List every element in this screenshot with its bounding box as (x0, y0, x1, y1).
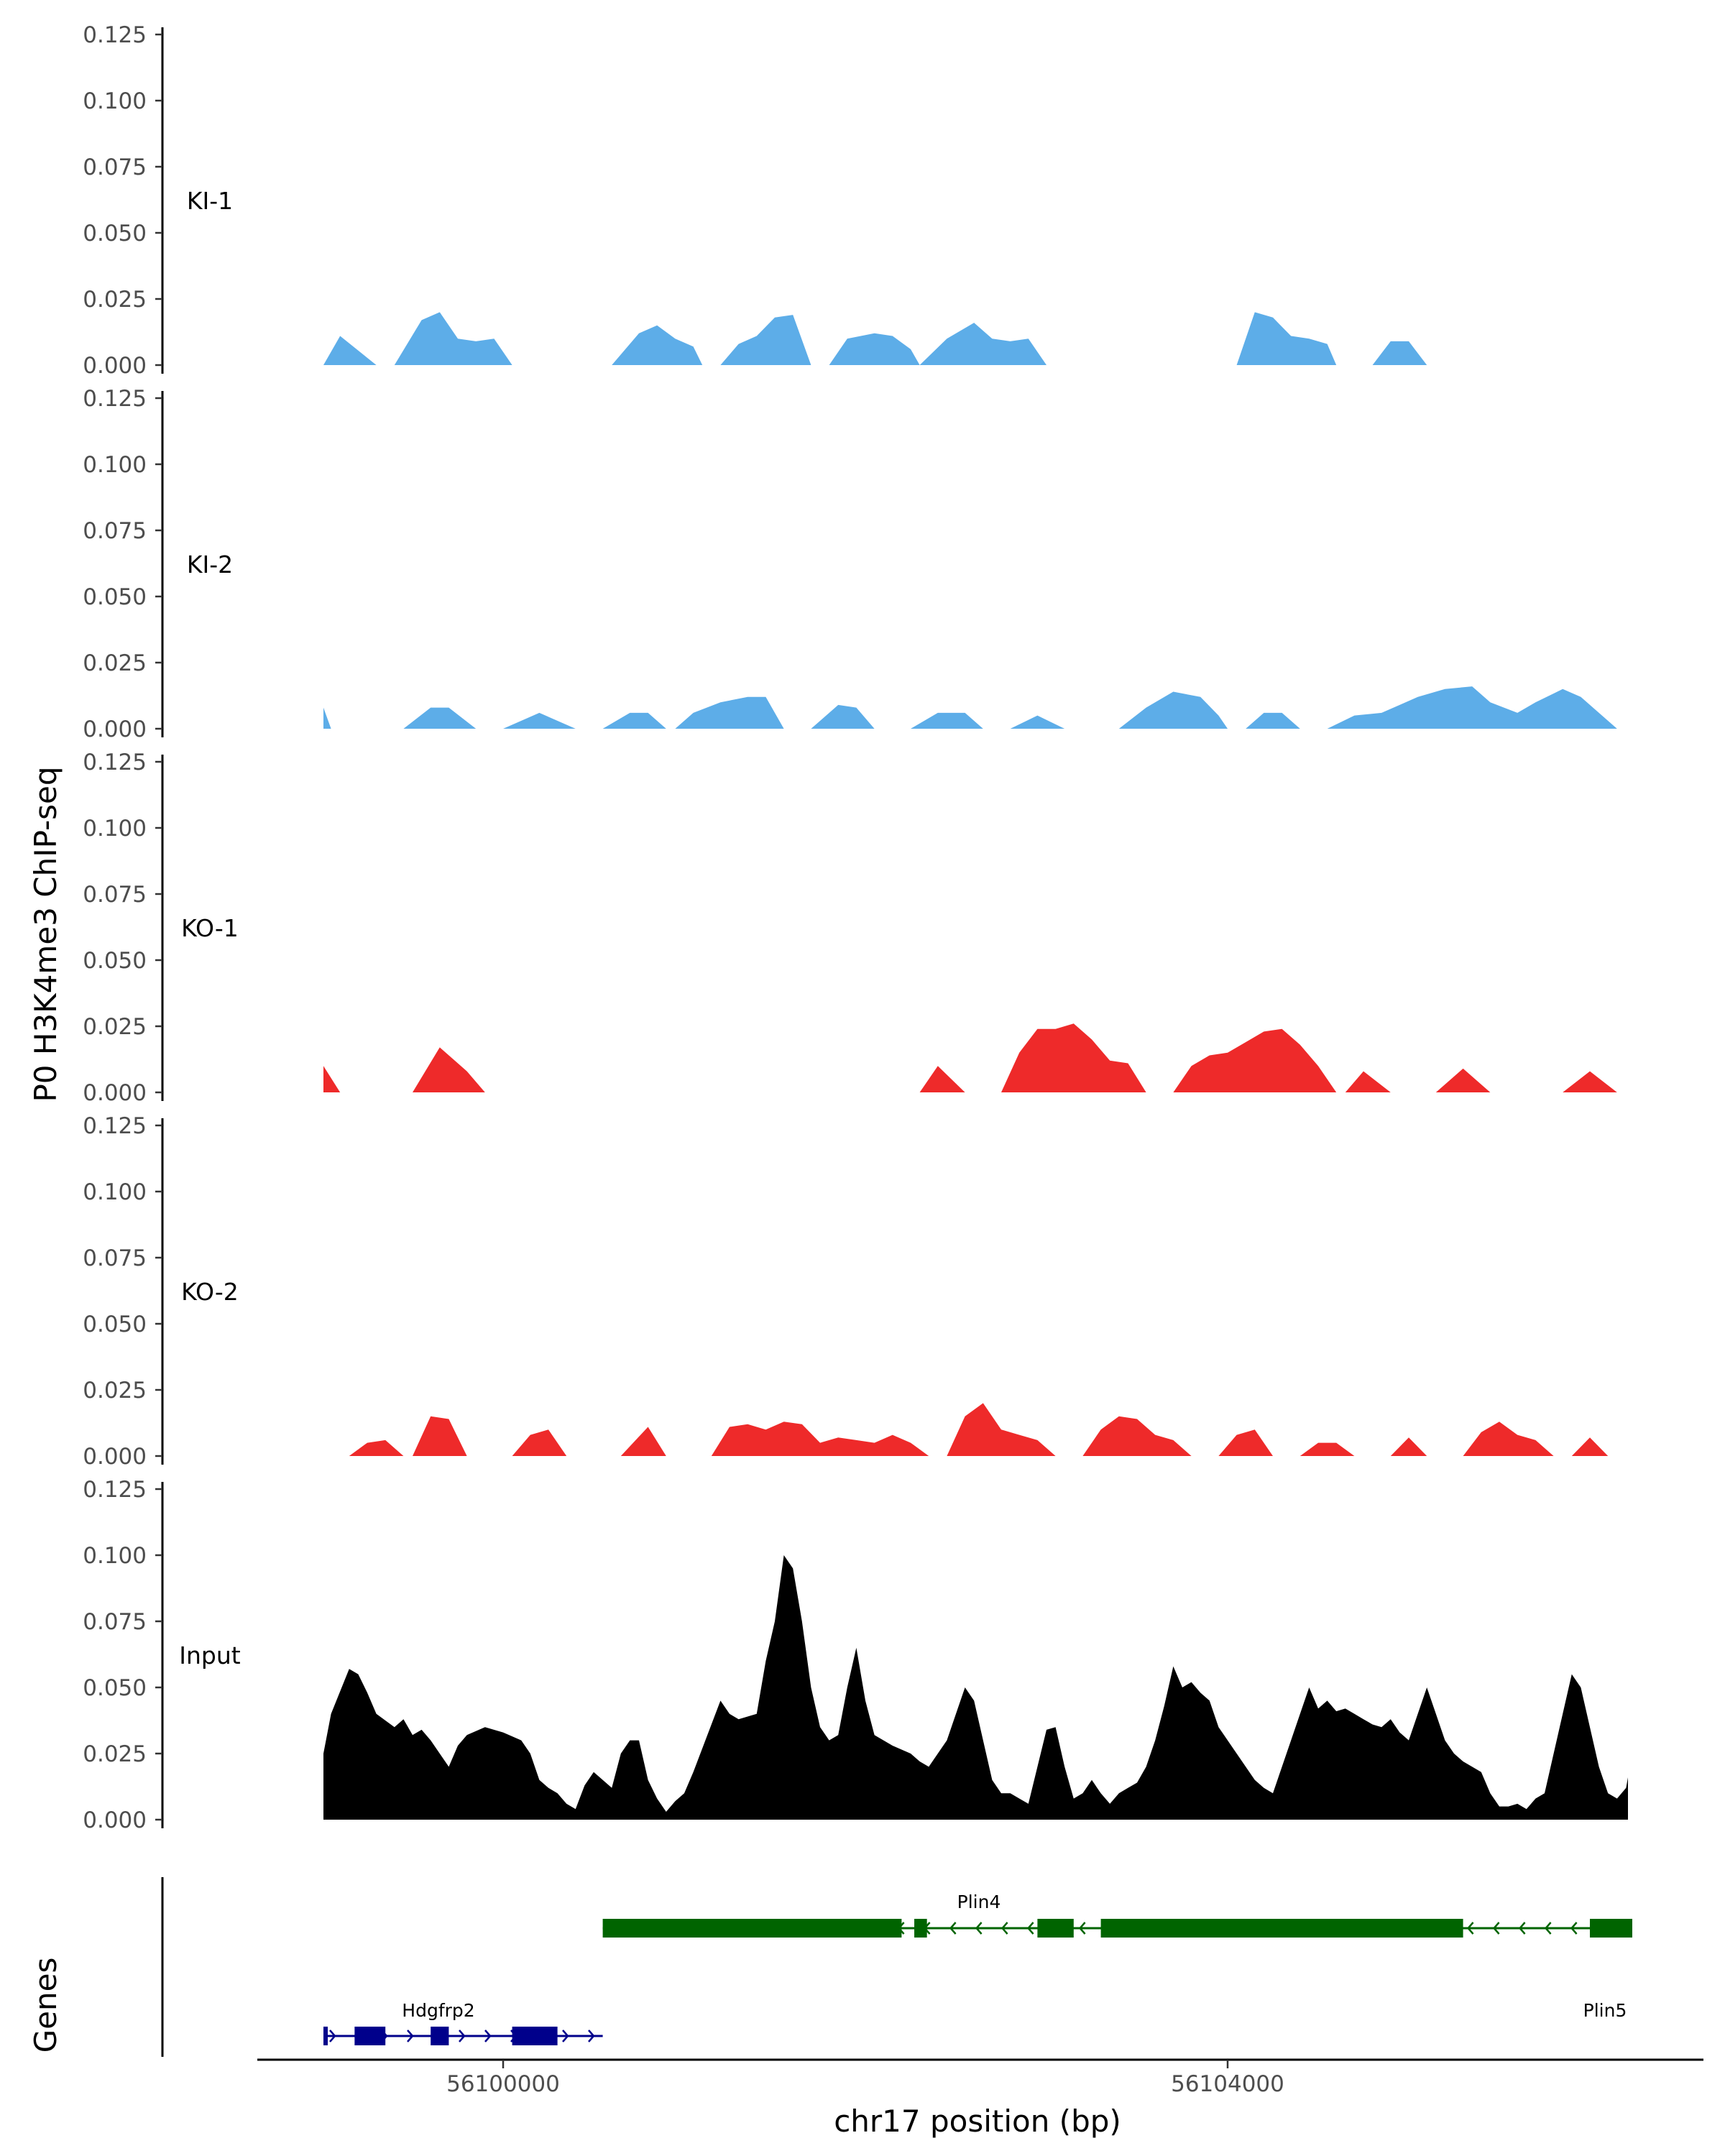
track-input: 0.000 0.025 0.050 0.075 0.100 0.125 Input (83, 1477, 1628, 1833)
y-tick-label-input-2: 0.050 (83, 1675, 147, 1701)
exon-hdgfrp2-6 (431, 2027, 449, 2045)
gene-label-plin4: Plin4 (957, 1892, 1001, 1912)
signal-area-ko-1 (323, 949, 1628, 1092)
track-ki-2: 0.000 0.025 0.050 0.075 0.100 0.125 KI-2 (83, 386, 1628, 742)
gene-label-hdgfrp2: Hdgfrp2 (402, 2000, 474, 2021)
signal-area-ki-1 (323, 66, 1628, 365)
strand-arrow-plin4 (1026, 1922, 1034, 1935)
y-tick-label-ki-2-3: 0.075 (83, 518, 147, 544)
y-tick-label-ki-2-5: 0.125 (83, 386, 147, 412)
strand-arrow-hdgfrp2 (407, 2030, 414, 2042)
strand-arrow-plin4 (1492, 1922, 1500, 1935)
exon-plin4-8 (1628, 1919, 1632, 1938)
exon-plin4-3 (1100, 1919, 1463, 1938)
y-tick-label-ko-2-0: 0.000 (83, 1444, 147, 1470)
y-tick-label-ki-1-3: 0.075 (83, 155, 147, 180)
x-axis: 56100000561040005610800056112000 (257, 2058, 1703, 2097)
exon-plin4-1 (914, 1919, 927, 1938)
gene-label-plin5: Plin5 (1583, 2000, 1627, 2021)
y-tick-label-ki-2-1: 0.025 (83, 650, 147, 676)
y-tick-label-ko-1-5: 0.125 (83, 750, 147, 775)
y-tick-label-ki-2-4: 0.100 (83, 452, 147, 478)
strand-arrow-plin4 (1000, 1922, 1008, 1935)
y-tick-label-ko-2-3: 0.075 (83, 1245, 147, 1271)
strand-arrow-plin4 (1466, 1922, 1474, 1935)
y-tick-label-input-5: 0.125 (83, 1477, 147, 1503)
y-tick-label-input-3: 0.075 (83, 1609, 147, 1635)
track-ki-1: 0.000 0.025 0.050 0.075 0.100 0.125 KI-1 (83, 22, 1628, 379)
exon-plin4-2 (1037, 1919, 1074, 1938)
y-tick-label-input-4: 0.100 (83, 1543, 147, 1569)
y-tick-label-ko-1-4: 0.100 (83, 816, 147, 842)
exon-plin4-0 (602, 1919, 902, 1938)
track-label-ki-1: KI-1 (187, 187, 233, 215)
strand-arrow-hdgfrp2 (329, 2030, 336, 2042)
y-tick-label-ko-2-2: 0.050 (83, 1312, 147, 1337)
strand-arrow-hdgfrp2 (562, 2030, 569, 2042)
track-label-input: Input (179, 1641, 241, 1669)
genes-track-title: Genes (28, 1958, 63, 2053)
y-tick-label-ki-1-5: 0.125 (83, 22, 147, 48)
y-tick-label-ki-1-1: 0.025 (83, 287, 147, 313)
strand-arrow-plin4 (975, 1922, 983, 1935)
signal-tracks: 0.0000.0250.0500.0750.1000.125KI-10.0000… (83, 22, 1628, 1833)
strand-arrow-plin4 (949, 1922, 957, 1935)
track-label-ko-2: KO-2 (181, 1278, 239, 1306)
exon-hdgfrp2-7 (512, 2027, 558, 2045)
y-tick-label-ki-2-0: 0.000 (83, 717, 147, 742)
strand-arrow-plin4 (1078, 1922, 1086, 1935)
y-tick-label-input-1: 0.025 (83, 1741, 147, 1767)
y-tick-label-ko-1-0: 0.000 (83, 1080, 147, 1106)
gene-plin4: Plin4 (602, 1892, 1632, 1938)
signal-area-input (323, 1555, 1628, 1820)
y-tick-label-ko-1-2: 0.050 (83, 948, 147, 974)
x-tick-label-1: 56104000 (1171, 2071, 1284, 2097)
gene-track: Plin4 Hdgfrp2 Plin5 (161, 1877, 1632, 2057)
track-ko-2: 0.000 0.025 0.050 0.075 0.100 0.125 KO-2 (83, 1113, 1628, 1470)
y-tick-label-ko-1-1: 0.025 (83, 1014, 147, 1040)
y-axis-title: P0 H3K4me3 ChIP-seq (28, 766, 63, 1102)
y-tick-label-ko-2-4: 0.100 (83, 1179, 147, 1205)
track-label-ko-1: KO-1 (181, 914, 239, 942)
strand-arrow-plin4 (1570, 1922, 1578, 1935)
y-tick-label-ko-2-5: 0.125 (83, 1113, 147, 1139)
x-tick-label-0: 56100000 (446, 2071, 560, 2097)
strand-arrow-plin4 (1518, 1922, 1526, 1935)
strand-arrow-hdgfrp2 (459, 2030, 466, 2042)
exon-plin4-4 (1590, 1919, 1628, 1938)
gene-plin5: Plin5 (1583, 2000, 1627, 2021)
y-tick-label-ko-2-1: 0.025 (83, 1378, 147, 1404)
y-tick-label-ko-1-3: 0.075 (83, 882, 147, 908)
x-axis-title: chr17 position (bp) (834, 2104, 1121, 2139)
track-ko-1: 0.000 0.025 0.050 0.075 0.100 0.125 KO-1 (83, 750, 1628, 1106)
y-tick-label-ki-2-2: 0.050 (83, 584, 147, 610)
strand-arrow-plin4 (1544, 1922, 1552, 1935)
y-tick-label-ki-1-4: 0.100 (83, 88, 147, 114)
exon-hdgfrp2-4 (323, 2027, 328, 2045)
signal-area-ko-2 (349, 1350, 1628, 1456)
gene-hdgfrp2: Hdgfrp2 (323, 2000, 603, 2045)
y-tick-label-ki-1-0: 0.000 (83, 353, 147, 379)
y-tick-label-input-0: 0.000 (83, 1807, 147, 1833)
exon-hdgfrp2-5 (354, 2027, 386, 2045)
y-tick-label-ki-1-2: 0.050 (83, 221, 147, 247)
strand-arrow-hdgfrp2 (484, 2030, 492, 2042)
strand-arrow-hdgfrp2 (588, 2030, 595, 2042)
track-label-ki-2: KI-2 (187, 550, 233, 579)
